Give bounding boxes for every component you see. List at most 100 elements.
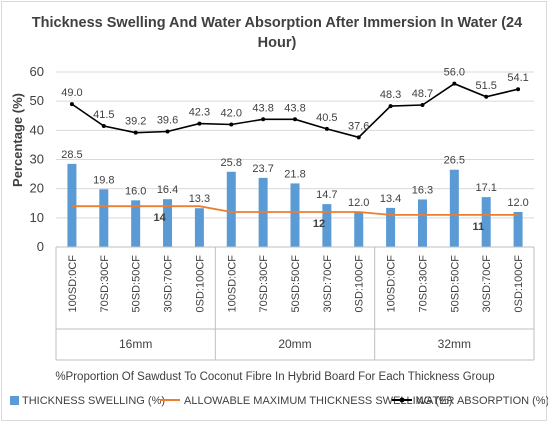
bar-data-label: 12.0: [348, 197, 369, 209]
y-tick-label: 10: [30, 210, 44, 225]
allowable-line-series: 14 12 11: [71, 205, 519, 233]
water-absorption-point: [388, 104, 393, 109]
y-axis-title: Percentage (%): [10, 93, 25, 187]
water-absorption-data-label: 39.6: [157, 115, 178, 127]
water-absorption-point: [261, 117, 266, 122]
legend: THICKNESS SWELLING (%) ALLOWABLE MAXIMUM …: [10, 395, 549, 407]
water-absorption-data-label: 37.6: [348, 120, 369, 132]
water-absorption-point: [101, 123, 106, 128]
legend-swatch-thickness-swelling: [10, 396, 19, 405]
bar: [513, 212, 523, 247]
bar: [131, 200, 141, 247]
water-absorption-data-label: 40.5: [316, 112, 337, 124]
bar-data-label: 28.5: [61, 149, 82, 161]
water-absorption-point: [165, 129, 170, 134]
bar: [481, 197, 491, 247]
bar: [386, 207, 396, 247]
x-category-label: 50SD:50CF: [290, 255, 302, 313]
water-absorption-point: [516, 87, 521, 92]
y-tick-label: 30: [30, 152, 44, 167]
x-category-label: 0SD:100CF: [513, 255, 525, 313]
water-absorption-point: [420, 102, 425, 107]
x-category-label: 0SD:100CF: [354, 255, 366, 313]
x-category-label: 30SD:70CF: [322, 255, 334, 313]
chart-svg: Thickness Swelling And Water Absorption …: [10, 15, 549, 407]
water-absorption-series: 49.0 41.5 39.2 39.6 42.3 42.0 43.8 43.8 40.5 37.6…: [61, 67, 529, 140]
y-tick-label: 60: [30, 64, 44, 79]
water-absorption-point: [484, 94, 489, 99]
water-absorption-data-label: 48.3: [380, 89, 401, 101]
x-axis: 100SD:0CF 70SD:30CF 50SD:50CF 30SD:70CF 0SD:…: [55, 246, 535, 361]
legend-marker-water-absorption: [399, 397, 405, 403]
bar-data-label: 16.4: [157, 184, 178, 196]
bar-data-label: 21.8: [284, 168, 305, 180]
water-absorption-data-label: 48.7: [412, 88, 433, 100]
bar: [322, 204, 332, 247]
y-tick-label: 40: [30, 122, 44, 137]
bar-data-label: 16.0: [125, 185, 146, 197]
water-absorption-point: [133, 130, 138, 135]
bar: [354, 212, 364, 247]
x-category-label: 70SD:30CF: [258, 255, 270, 313]
bar: [226, 171, 236, 247]
legend-label-water-absorption: WATER ABSORPTION (%): [416, 395, 548, 407]
x-category-label: 100SD:0CF: [386, 255, 398, 313]
water-absorption-data-label: 51.5: [475, 80, 496, 92]
water-absorption-point: [324, 126, 329, 131]
water-absorption-data-label: 49.0: [61, 87, 82, 99]
allowable-data-label: 14: [154, 212, 167, 224]
chart-title-line-1: Thickness Swelling And Water Absorption …: [32, 15, 522, 31]
x-category-label: 0SD:100CF: [194, 255, 206, 313]
water-absorption-data-label: 42.3: [189, 107, 210, 119]
bar: [99, 189, 109, 247]
x-category-label: 30SD:70CF: [163, 255, 175, 313]
water-absorption-data-label: 56.0: [444, 67, 465, 79]
y-tick-label: 0: [37, 239, 44, 254]
bar-data-label: 25.8: [221, 157, 242, 169]
legend-label-thickness-swelling: THICKNESS SWELLING (%): [22, 395, 165, 407]
y-tick-label: 20: [30, 181, 44, 196]
chart-title-line-2: Hour): [258, 35, 297, 51]
x-category-label: 30SD:70CF: [481, 255, 493, 313]
x-group-label: 16mm: [119, 337, 152, 351]
bar-data-label: 13.3: [189, 193, 210, 205]
x-category-label: 100SD:0CF: [226, 255, 238, 313]
allowable-data-label: 11: [473, 221, 485, 233]
x-category-label: 100SD:0CF: [67, 255, 79, 313]
water-absorption-data-label: 54.1: [507, 72, 528, 84]
bar-data-label: 17.1: [475, 182, 496, 194]
bar-data-label: 14.7: [316, 189, 337, 201]
chart-title: Thickness Swelling And Water Absorption …: [32, 15, 522, 51]
bar: [417, 199, 427, 247]
water-absorption-point: [356, 135, 361, 140]
bar-data-label: 12.0: [507, 197, 528, 209]
x-group-label: 32mm: [438, 337, 471, 351]
x-category-label: 50SD:50CF: [131, 255, 143, 313]
water-absorption-point: [197, 121, 202, 126]
water-absorption-data-label: 39.2: [125, 116, 146, 128]
x-category-label: 50SD:50CF: [449, 255, 461, 313]
allowable-line: [71, 205, 519, 216]
x-category-label: 70SD:30CF: [99, 255, 111, 313]
bar-data-label: 23.7: [252, 163, 273, 175]
bar: [194, 208, 204, 247]
water-absorption-data-label: 43.8: [284, 102, 305, 114]
water-absorption-data-label: 43.8: [252, 102, 273, 114]
water-absorption-data-label: 41.5: [93, 109, 114, 121]
x-group-label: 20mm: [278, 337, 311, 351]
x-axis-title: %Proportion Of Sawdust To Coconut Fibre …: [55, 371, 494, 383]
y-tick-label: 50: [30, 93, 44, 108]
bar: [449, 169, 459, 247]
bar-data-label: 19.8: [93, 174, 114, 186]
bar: [163, 199, 173, 247]
x-category-label: 70SD:30CF: [418, 255, 430, 313]
water-absorption-data-label: 42.0: [221, 108, 242, 120]
bar-data-label: 26.5: [444, 155, 465, 167]
bar-data-label: 16.3: [412, 184, 433, 196]
water-absorption-point: [452, 81, 457, 86]
y-tick-labels: 0 10 20 30 40 50 60: [30, 64, 44, 254]
legend-label-allowable: ALLOWABLE MAXIMUM THICKNESS SWELLING (%): [184, 395, 452, 407]
water-absorption-point: [293, 117, 297, 122]
water-absorption-point: [69, 102, 74, 107]
